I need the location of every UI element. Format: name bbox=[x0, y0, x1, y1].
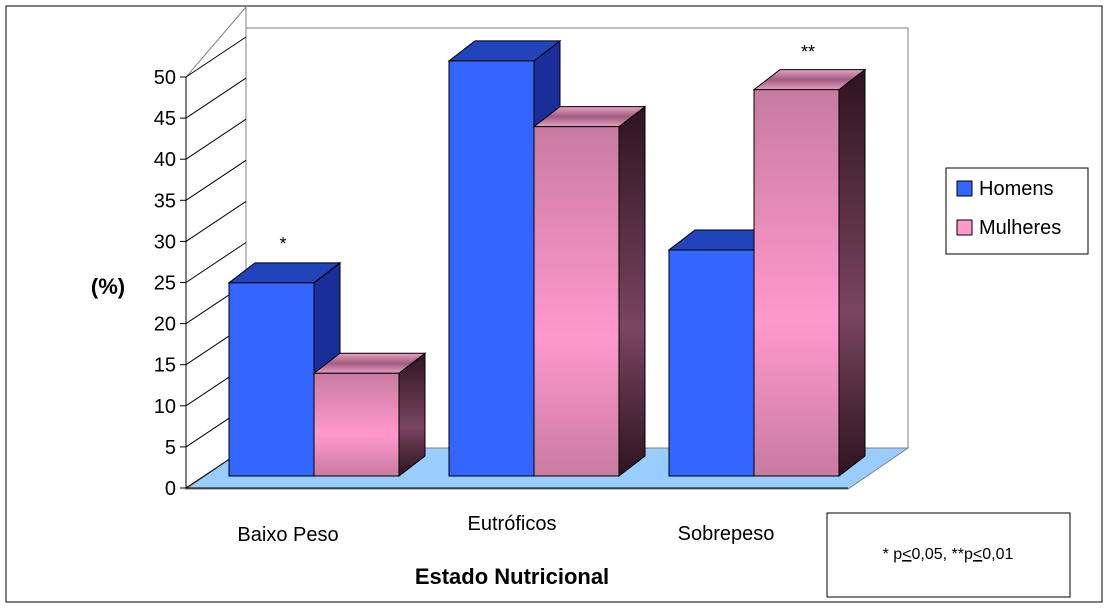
note-box bbox=[826, 512, 1071, 598]
y-tick-label: 0 bbox=[165, 478, 176, 500]
y-tick-label: 25 bbox=[154, 273, 176, 295]
bar-mulheres-1 bbox=[533, 126, 620, 477]
bar-homens-2 bbox=[668, 249, 755, 477]
y-tick-label: 5 bbox=[165, 437, 176, 459]
y-tick-depth bbox=[185, 242, 247, 283]
significance-note: * p<0,05, **p<0,01 bbox=[826, 512, 1071, 598]
significance-marker: ** bbox=[801, 42, 815, 62]
y-tick-depth bbox=[185, 77, 247, 119]
y-tick-label: 50 bbox=[154, 67, 176, 89]
legend-swatch-mulheres bbox=[956, 219, 973, 236]
bar-homens-0 bbox=[228, 282, 315, 477]
y-tick-depth bbox=[185, 200, 247, 242]
y-axis-label: (%) bbox=[91, 274, 125, 299]
note-text: * p<0,05, **p<0,01 bbox=[883, 546, 1014, 563]
bar-mulheres-0 bbox=[313, 372, 400, 477]
significance-marker: * bbox=[279, 234, 286, 254]
y-tick-label: 45 bbox=[154, 108, 176, 130]
bar-mulheres-2 bbox=[753, 89, 840, 477]
bar-homens-1 bbox=[448, 60, 535, 477]
y-tick-label: 10 bbox=[154, 396, 176, 418]
x-tick-label: Sobrepeso bbox=[678, 523, 775, 545]
legend: Homens Mulheres bbox=[945, 167, 1089, 255]
y-tick-depth bbox=[185, 36, 247, 78]
y-tick-depth bbox=[185, 118, 247, 160]
x-tick-label: Baixo Peso bbox=[237, 524, 338, 546]
x-axis-label: Estado Nutricional bbox=[415, 564, 609, 589]
y-tick-label: 35 bbox=[154, 190, 176, 212]
legend-label-mulheres: Mulheres bbox=[979, 217, 1061, 239]
y-tick-label: 15 bbox=[154, 355, 176, 377]
y-tick-label: 20 bbox=[154, 314, 176, 336]
y-tick-depth bbox=[185, 159, 247, 201]
bar-mulheres-1-side bbox=[618, 105, 646, 478]
legend-swatch-homens bbox=[956, 180, 973, 197]
y-tick-label: 30 bbox=[154, 231, 176, 253]
bar-mulheres-0-side bbox=[398, 352, 426, 478]
legend-label-homens: Homens bbox=[979, 178, 1053, 200]
x-tick-label: Eutróficos bbox=[468, 513, 557, 535]
bar-mulheres-2-side bbox=[838, 68, 866, 478]
y-tick-label: 40 bbox=[154, 149, 176, 171]
